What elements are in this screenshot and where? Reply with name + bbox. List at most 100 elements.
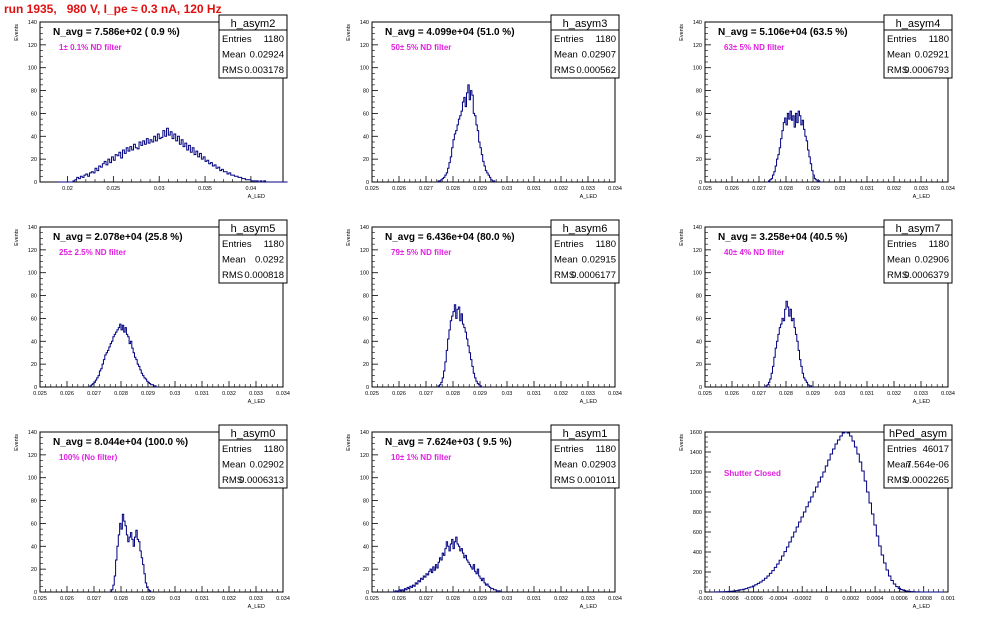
filter-annotation: 40± 4% ND filter: [724, 248, 784, 257]
filter-annotation: Shutter Closed: [724, 469, 781, 478]
x-tick-label: 0.034: [276, 596, 290, 602]
histogram-name: h_asym1: [563, 428, 608, 440]
x-tick-label: 0.03: [502, 391, 513, 397]
x-tick-label: 0.031: [527, 391, 541, 397]
y-tick-label: 20: [696, 362, 702, 368]
y-tick-label: 1600: [690, 430, 702, 436]
histogram-panel-h_asym5: 0 20 40 60 80 100 120 140 0.025 0.026 0.027 0.028 0.…: [14, 219, 290, 405]
histogram-outline: [436, 304, 483, 388]
filter-annotation: 50± 5% ND filter: [391, 43, 451, 52]
stats-label-rms: RMS: [222, 270, 243, 281]
stats-value-entries: 1180: [596, 444, 616, 455]
stats-label-mean: Mean: [554, 255, 578, 266]
y-axis-label: Events: [346, 229, 352, 246]
y-tick-label: 20: [363, 157, 369, 163]
y-tick-label: 60: [31, 521, 37, 527]
x-tick-label: 0.03: [835, 391, 846, 397]
histogram-name: hPed_asym: [889, 428, 947, 440]
x-tick-label: 0.03: [154, 186, 165, 192]
stats-label-rms: RMS: [222, 475, 243, 486]
y-tick-label: 100: [360, 66, 369, 72]
x-tick-label: 0.032: [887, 391, 901, 397]
x-tick-label: 0.03: [502, 186, 513, 192]
x-tick-label: 0.0002: [842, 596, 859, 602]
x-tick-label: 0: [825, 596, 828, 602]
x-tick-label: 0.025: [365, 596, 379, 602]
y-tick-label: 60: [696, 111, 702, 117]
stats-label-entries: Entries: [554, 239, 584, 250]
x-tick-label: 0.027: [419, 596, 433, 602]
stats-box-frame: [883, 219, 953, 284]
y-tick-label: 120: [28, 248, 37, 254]
stats-box: h_asym3 Entries 1180 Mean 0.02907 RMS 0.000562: [550, 14, 620, 79]
filter-annotation: 25± 2.5% ND filter: [59, 248, 126, 257]
y-tick-label: 60: [363, 316, 369, 322]
x-tick-label: 0.025: [365, 391, 379, 397]
x-tick-label: 0.031: [527, 186, 541, 192]
y-tick-label: 100: [360, 271, 369, 277]
stats-box: h_asym4 Entries 1180 Mean 0.02921 RMS0.000679…: [883, 14, 953, 79]
stats-label-mean: Mean: [554, 50, 578, 61]
histogram-name: h_asym4: [896, 18, 941, 30]
n-avg-label: N_avg = 7.624e+03 ( 9.5 %): [385, 437, 512, 448]
y-tick-label: 0: [34, 590, 37, 596]
y-tick-label: 100: [360, 476, 369, 482]
y-tick-label: 120: [360, 43, 369, 49]
y-tick-label: 140: [28, 225, 37, 231]
stats-value-mean: 0.02906: [915, 255, 949, 266]
y-axis-label: Events: [679, 24, 685, 41]
y-tick-label: 140: [28, 430, 37, 436]
x-tick-label: 0.032: [222, 596, 236, 602]
x-tick-label: 0.029: [806, 391, 820, 397]
y-tick-label: 80: [31, 499, 37, 505]
n-avg-label: N_avg = 3.258e+04 (40.5 %): [718, 232, 848, 243]
x-tick-label: 0.029: [806, 186, 820, 192]
stats-label-rms: RMS: [887, 475, 908, 486]
stats-label-mean: Mean: [222, 460, 246, 471]
x-tick-label: 0.033: [581, 596, 595, 602]
y-tick-label: 80: [363, 294, 369, 300]
stats-value-entries: 1180: [264, 444, 284, 455]
stats-box-frame: [883, 424, 953, 489]
histogram-outline: [764, 300, 813, 388]
x-tick-label: 0.03: [170, 391, 181, 397]
x-tick-label: 0.026: [60, 391, 74, 397]
histogram-outline: [393, 536, 502, 593]
x-tick-label: 0.0004: [867, 596, 884, 602]
x-tick-label: -0.0004: [769, 596, 788, 602]
histogram-name: h_asym7: [896, 223, 941, 235]
x-tick-label: 0.025: [33, 391, 47, 397]
x-tick-label: 0.032: [554, 391, 568, 397]
stats-value-mean: 7.564e-06: [906, 460, 949, 471]
stats-label-mean: Mean: [887, 460, 911, 471]
x-tick-label: 0.027: [87, 391, 101, 397]
y-tick-label: 0: [699, 180, 702, 186]
y-tick-label: 20: [363, 567, 369, 573]
y-tick-label: 40: [31, 134, 37, 140]
y-tick-label: 80: [696, 89, 702, 95]
stats-label-entries: Entries: [222, 444, 252, 455]
histogram-name: h_asym0: [231, 428, 276, 440]
y-tick-label: 40: [696, 134, 702, 140]
x-axis-label: A_LED: [580, 604, 597, 610]
histogram-name: h_asym6: [563, 223, 608, 235]
stats-value-entries: 1180: [264, 239, 284, 250]
x-tick-label: 0.028: [446, 186, 460, 192]
x-tick-label: 0.026: [60, 596, 74, 602]
x-tick-label: 0.027: [752, 186, 766, 192]
stats-label-mean: Mean: [222, 255, 246, 266]
y-tick-label: 1400: [690, 450, 702, 456]
x-tick-label: 0.026: [392, 391, 406, 397]
n-avg-label: N_avg = 8.044e+04 (100.0 %): [53, 437, 188, 448]
x-tick-label: 0.031: [527, 596, 541, 602]
stats-box: h_asym6 Entries 1180 Mean 0.02915 RMS0.000617…: [550, 219, 620, 284]
x-tick-label: 0.034: [608, 186, 622, 192]
stats-box: h_asym7 Entries 1180 Mean 0.02906 RMS0.000637…: [883, 219, 953, 284]
y-tick-label: 40: [363, 134, 369, 140]
filter-annotation: 1± 0.1% ND filter: [59, 43, 122, 52]
stats-box-frame: [218, 424, 288, 489]
x-tick-label: 0.027: [87, 596, 101, 602]
x-tick-label: 0.034: [608, 391, 622, 397]
stats-value-rms: 0.0002265: [904, 475, 949, 486]
